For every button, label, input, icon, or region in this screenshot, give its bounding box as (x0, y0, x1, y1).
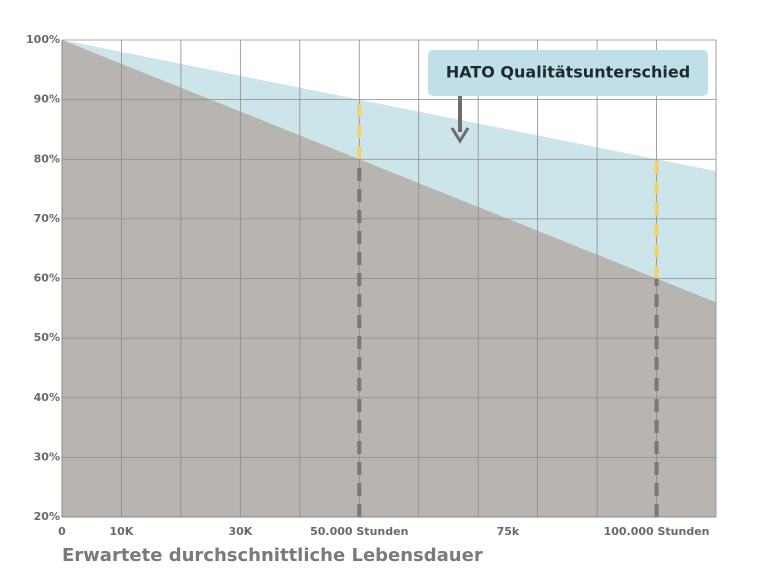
arrow-head (450, 127, 470, 144)
y-tick-label: 80% (34, 152, 60, 165)
x-tick-label: 75k (497, 525, 520, 538)
y-tick-label: 70% (34, 212, 60, 225)
y-tick-label: 40% (34, 391, 60, 404)
annotation-box (428, 50, 708, 96)
y-tick-label: 50% (34, 331, 60, 344)
y-tick-label: 90% (34, 93, 60, 106)
x-tick-label: 50.000 Stunden (310, 525, 408, 538)
x-tick-label: 100.000 Stunden (604, 525, 710, 538)
x-tick-label: 10K (110, 525, 134, 538)
annotation: HATO Qualitätsunterschied (446, 63, 690, 82)
y-tick-label: 100% (26, 33, 60, 46)
y-tick-label: 60% (34, 272, 60, 285)
y-tick-label: 20% (34, 510, 60, 523)
y-tick-label: 30% (34, 450, 60, 463)
x-tick-label: 30K (228, 525, 252, 538)
x-axis-label: Erwartete durchschnittliche Lebensdauer (62, 545, 483, 566)
x-tick-label: 0 (58, 525, 66, 538)
